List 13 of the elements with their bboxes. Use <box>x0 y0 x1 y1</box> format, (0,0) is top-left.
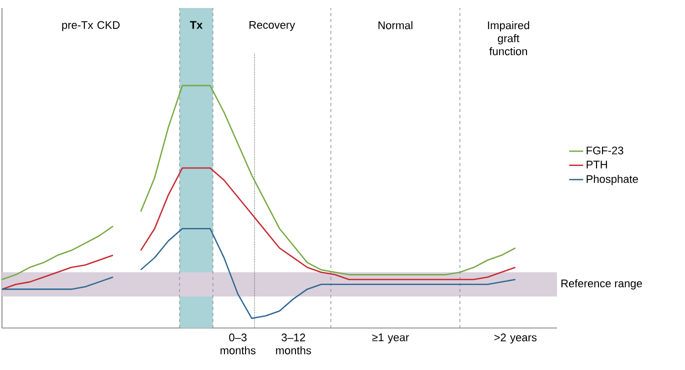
x-tick-label: >2 years <box>494 334 537 344</box>
legend-label: Phosphate <box>586 174 638 186</box>
band-label: Reference range <box>561 279 642 290</box>
x-tick-label: ≥1 year <box>372 334 409 344</box>
legend-label: PTH <box>586 160 607 168</box>
text: Tx <box>190 21 203 29</box>
legend-label: FGF-23 <box>586 146 624 154</box>
text: Impaired graft function <box>488 21 530 56</box>
text: Normal <box>378 21 412 30</box>
x-tick-label: 0–3 months <box>220 334 256 354</box>
text: pre-Tx CKD <box>62 21 120 32</box>
text: Recovery <box>250 21 296 31</box>
x-tick-label: 3–12 months <box>276 334 312 354</box>
